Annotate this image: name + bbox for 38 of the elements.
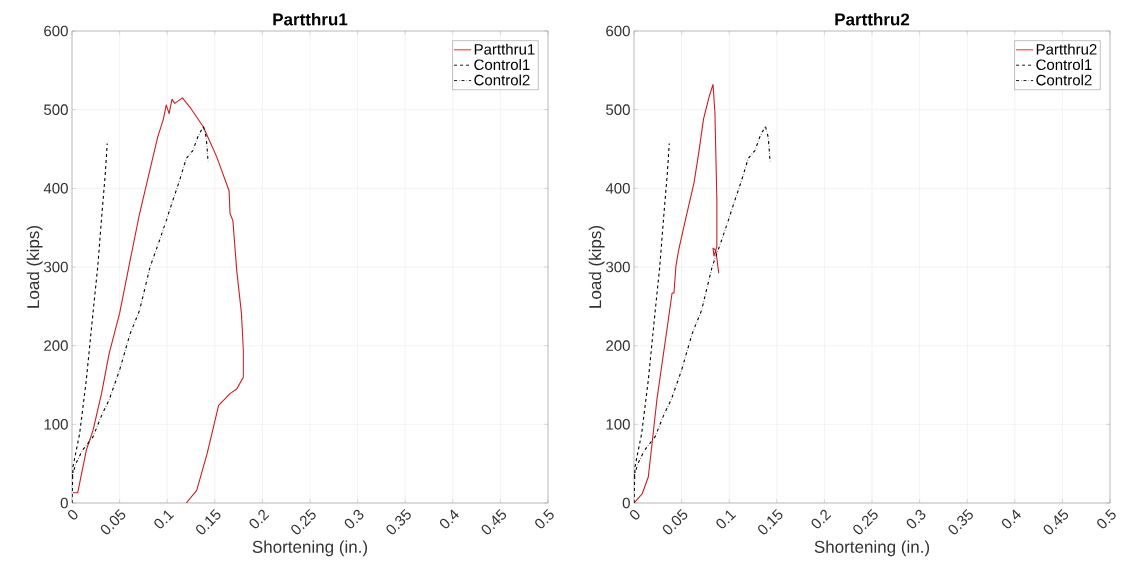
y-tick-label: 0 [622, 497, 630, 509]
y-tick-label: 100 [606, 419, 630, 430]
x-tick-label: 0.1 [154, 510, 175, 529]
x-tick-label: 0.4 [1001, 509, 1021, 529]
x-axis-title: Shortening (in.) [814, 540, 930, 557]
x-tick-label: 0 [68, 509, 78, 520]
x-tick-label: 0.4 [439, 509, 459, 529]
chart-title: Partthru1 [273, 12, 348, 26]
legend-label: Control1 [1036, 59, 1092, 71]
y-tick-label: 300 [44, 261, 68, 273]
x-tick-label: 0.3 [906, 509, 926, 529]
x-tick-label: 0.5 [1097, 508, 1116, 529]
legend-label: Control2 [1036, 74, 1092, 86]
legend-label: Partthru2 [1036, 43, 1097, 55]
y-tick-label: 0 [60, 497, 68, 509]
y-tick-label: 300 [606, 261, 630, 273]
x-tick-label: 0.5 [535, 508, 554, 529]
y-tick-label: 500 [44, 104, 68, 115]
y-axis-title: Load (kips) [588, 226, 605, 308]
y-tick-label: 200 [44, 340, 68, 351]
x-tick-label: 0.1 [716, 510, 737, 529]
x-axis-title: Shortening (in.) [252, 540, 368, 557]
y-tick-label: 200 [606, 340, 630, 351]
legend-label: Partthru1 [474, 43, 535, 55]
y-tick-label: 400 [605, 183, 630, 194]
legend-label: Control2 [474, 74, 530, 86]
y-tick-label: 600 [606, 25, 630, 37]
y-axis-title: Load (kips) [26, 226, 43, 308]
y-tick-label: 500 [606, 104, 630, 115]
x-tick-label: 0 [630, 509, 640, 520]
x-tick-label: 0.2 [249, 509, 270, 529]
chart-title: Partthru2 [835, 12, 910, 26]
y-tick-label: 600 [44, 25, 68, 37]
y-tick-label: 400 [43, 183, 68, 194]
legend-label: Control1 [474, 59, 530, 71]
x-tick-label: 0.2 [811, 509, 832, 529]
y-tick-label: 100 [44, 419, 68, 430]
x-tick-label: 0.3 [344, 509, 364, 529]
